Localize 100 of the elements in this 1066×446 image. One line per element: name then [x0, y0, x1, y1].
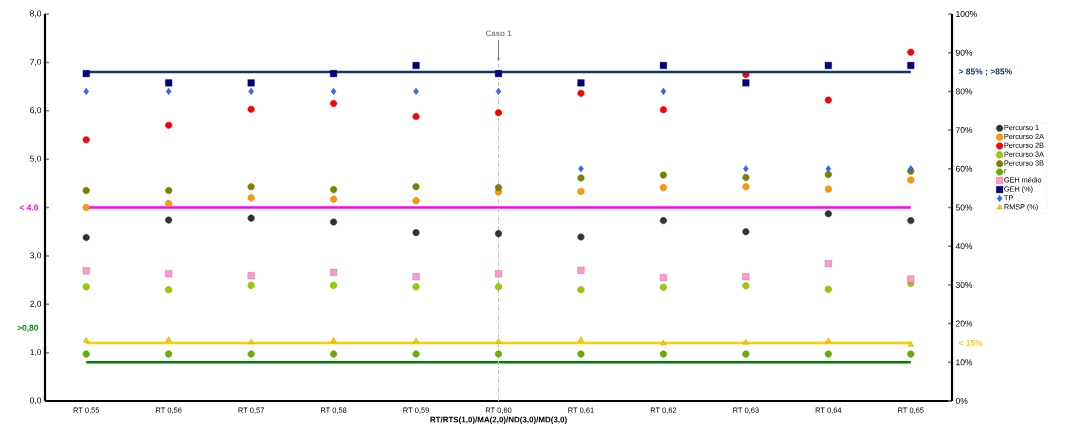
point: [412, 273, 420, 281]
point: [495, 184, 502, 192]
point: [742, 350, 750, 358]
point: [825, 337, 832, 343]
point: [577, 286, 585, 294]
point: [577, 266, 585, 274]
point: [330, 337, 337, 343]
point: [165, 336, 172, 342]
y2-tick-label: 70%: [955, 127, 973, 134]
point: [330, 350, 338, 358]
point: [495, 70, 502, 78]
point: [824, 61, 832, 69]
point: [412, 197, 420, 205]
point: [907, 341, 914, 347]
point: [659, 184, 667, 192]
point: [824, 96, 832, 104]
point: [248, 87, 254, 95]
point: [412, 337, 420, 343]
y2-tick-label: 50%: [955, 204, 973, 211]
point: [165, 350, 173, 358]
y-tick-label: 2,0: [30, 300, 42, 308]
point: [330, 268, 338, 276]
point: [577, 174, 585, 182]
point: [577, 233, 585, 241]
point: [412, 113, 420, 121]
point: [247, 183, 255, 191]
point: [165, 200, 173, 208]
point: [495, 283, 502, 291]
y2-tick-label: 60%: [955, 165, 973, 172]
point: [247, 272, 255, 280]
point: [330, 100, 338, 107]
point: [659, 217, 667, 225]
ref-line-label: >0,80: [17, 324, 39, 333]
point: [247, 281, 255, 289]
y-tick-label: 5,0: [30, 155, 42, 163]
point: [330, 186, 338, 194]
point: [742, 282, 750, 290]
y2-tick-label: 20%: [955, 320, 973, 327]
ref-line-label: < 15%: [958, 339, 983, 346]
point: [248, 338, 255, 345]
point: [577, 188, 585, 196]
y-tick-label: 1,0: [30, 349, 42, 357]
point: [742, 79, 750, 87]
point: [907, 176, 915, 184]
point: [82, 350, 90, 358]
point: [412, 183, 420, 191]
point: [825, 165, 831, 173]
point: [742, 273, 750, 281]
point: [495, 338, 502, 344]
point: [824, 171, 832, 179]
y-tick-label: 3,0: [30, 252, 42, 260]
point: [824, 350, 832, 358]
point: [495, 109, 502, 117]
point: [824, 260, 832, 268]
point: [82, 70, 90, 78]
point: [330, 281, 338, 289]
point: [412, 229, 420, 237]
point: [83, 87, 89, 95]
point: [165, 187, 173, 195]
point: [495, 270, 502, 278]
point: [577, 79, 585, 87]
point: [412, 61, 420, 69]
point: [330, 70, 338, 78]
point: [659, 61, 667, 69]
point: [330, 195, 338, 203]
ref-line-label: > 85% ; >85%: [958, 68, 1012, 76]
point: [247, 214, 255, 222]
point: [495, 87, 502, 95]
point: [824, 210, 832, 218]
point: [165, 216, 173, 224]
y-tick-label: 8,0: [30, 10, 42, 18]
point: [495, 350, 502, 358]
point: [82, 187, 90, 195]
y2-tick-label: 90%: [955, 49, 973, 56]
point: [824, 285, 832, 293]
point: [165, 79, 173, 87]
point: [82, 234, 90, 241]
y2-tick-label: 80%: [955, 88, 973, 95]
y2-tick-label: 40%: [955, 243, 973, 250]
point: [743, 165, 749, 173]
point: [166, 87, 172, 95]
point: [659, 283, 667, 291]
point: [165, 270, 173, 278]
point: [659, 350, 667, 358]
point: [82, 267, 90, 275]
point: [907, 217, 915, 225]
point: [495, 230, 502, 238]
point: [330, 218, 338, 226]
point: [578, 165, 584, 173]
y-tick-label: 7,0: [30, 58, 42, 66]
point: [413, 87, 419, 95]
point: [742, 174, 750, 182]
y2-tick-label: 0%: [955, 398, 968, 404]
y-tick-label: 0,0: [30, 397, 42, 405]
point: [659, 106, 667, 114]
point: [412, 350, 420, 358]
point: [247, 350, 255, 358]
point: [577, 336, 585, 342]
point: [82, 136, 90, 144]
point: [165, 286, 173, 294]
